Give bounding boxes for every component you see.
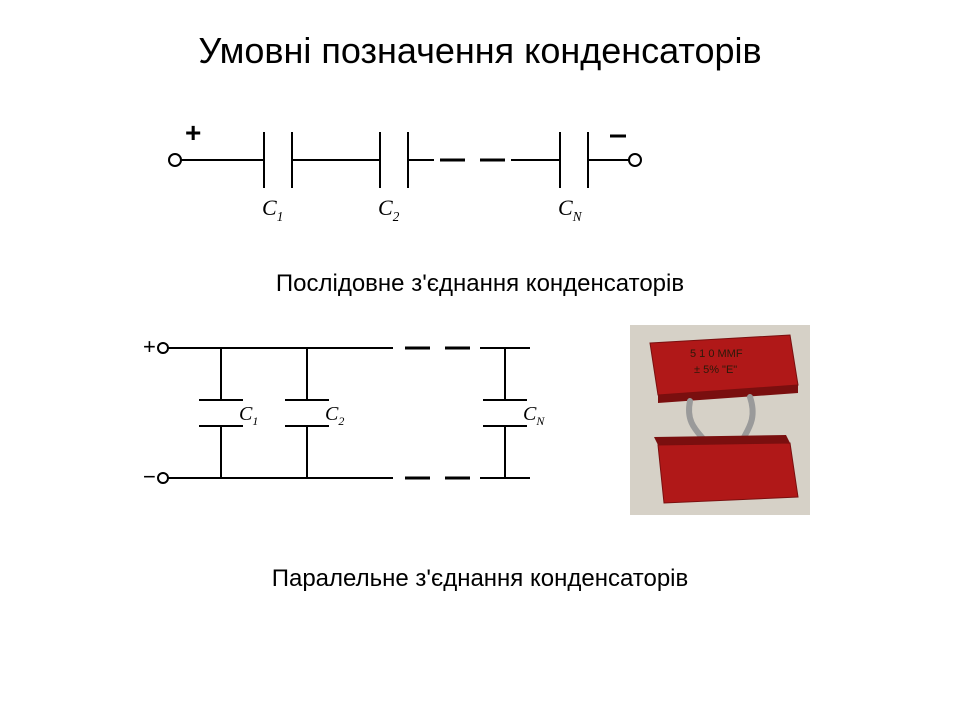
parallel-caption: Паралельне з'єднання конденсаторів: [0, 565, 960, 593]
svg-text:C2: C2: [378, 195, 400, 224]
capacitor-photo: 5 1 0 MMF ± 5% "E": [630, 325, 810, 515]
svg-text:−: −: [143, 464, 156, 489]
svg-text:CN: CN: [523, 403, 545, 428]
svg-text:± 5% "E": ± 5% "E": [694, 364, 737, 376]
svg-text:C2: C2: [325, 403, 344, 428]
svg-text:+: +: [143, 334, 156, 359]
series-diagram: + C1 C2 CN: [140, 105, 670, 245]
series-caption: Послідовне з'єднання конденсаторів: [0, 270, 960, 298]
svg-text:C1: C1: [239, 403, 258, 428]
parallel-diagram: + − C1 C2 CN: [135, 330, 565, 500]
svg-text:CN: CN: [558, 195, 583, 224]
svg-text:C1: C1: [262, 195, 283, 224]
page-title: Умовні позначення конденсаторів: [0, 30, 960, 72]
svg-text:+: +: [185, 117, 201, 148]
svg-text:5 1 0 MMF: 5 1 0 MMF: [690, 348, 743, 360]
